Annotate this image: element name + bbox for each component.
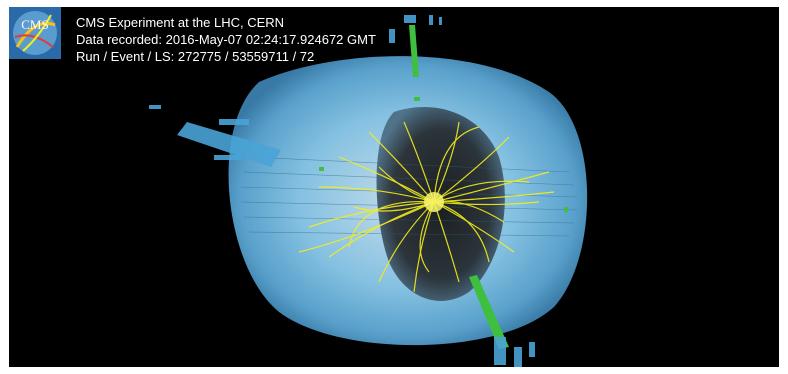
muon-chambers: [149, 15, 535, 367]
cms-logo: CMS: [9, 7, 61, 59]
data-recorded-line: Data recorded: 2016-May-07 02:24:17.9246…: [76, 32, 376, 47]
event-info: CMS Experiment at the LHC, CERN Data rec…: [76, 14, 376, 65]
run-event-line: Run / Event / LS: 272775 / 53559711 / 72: [76, 49, 315, 64]
detector-visualization: [149, 15, 588, 367]
event-display-scene: CMS CMS Experiment at the LHC, CERN Data…: [9, 7, 779, 367]
energy-jets: [319, 25, 568, 349]
experiment-title: CMS Experiment at the LHC, CERN: [76, 15, 285, 30]
collision-vertex: [424, 192, 444, 212]
cms-logo-text: CMS: [21, 17, 48, 32]
